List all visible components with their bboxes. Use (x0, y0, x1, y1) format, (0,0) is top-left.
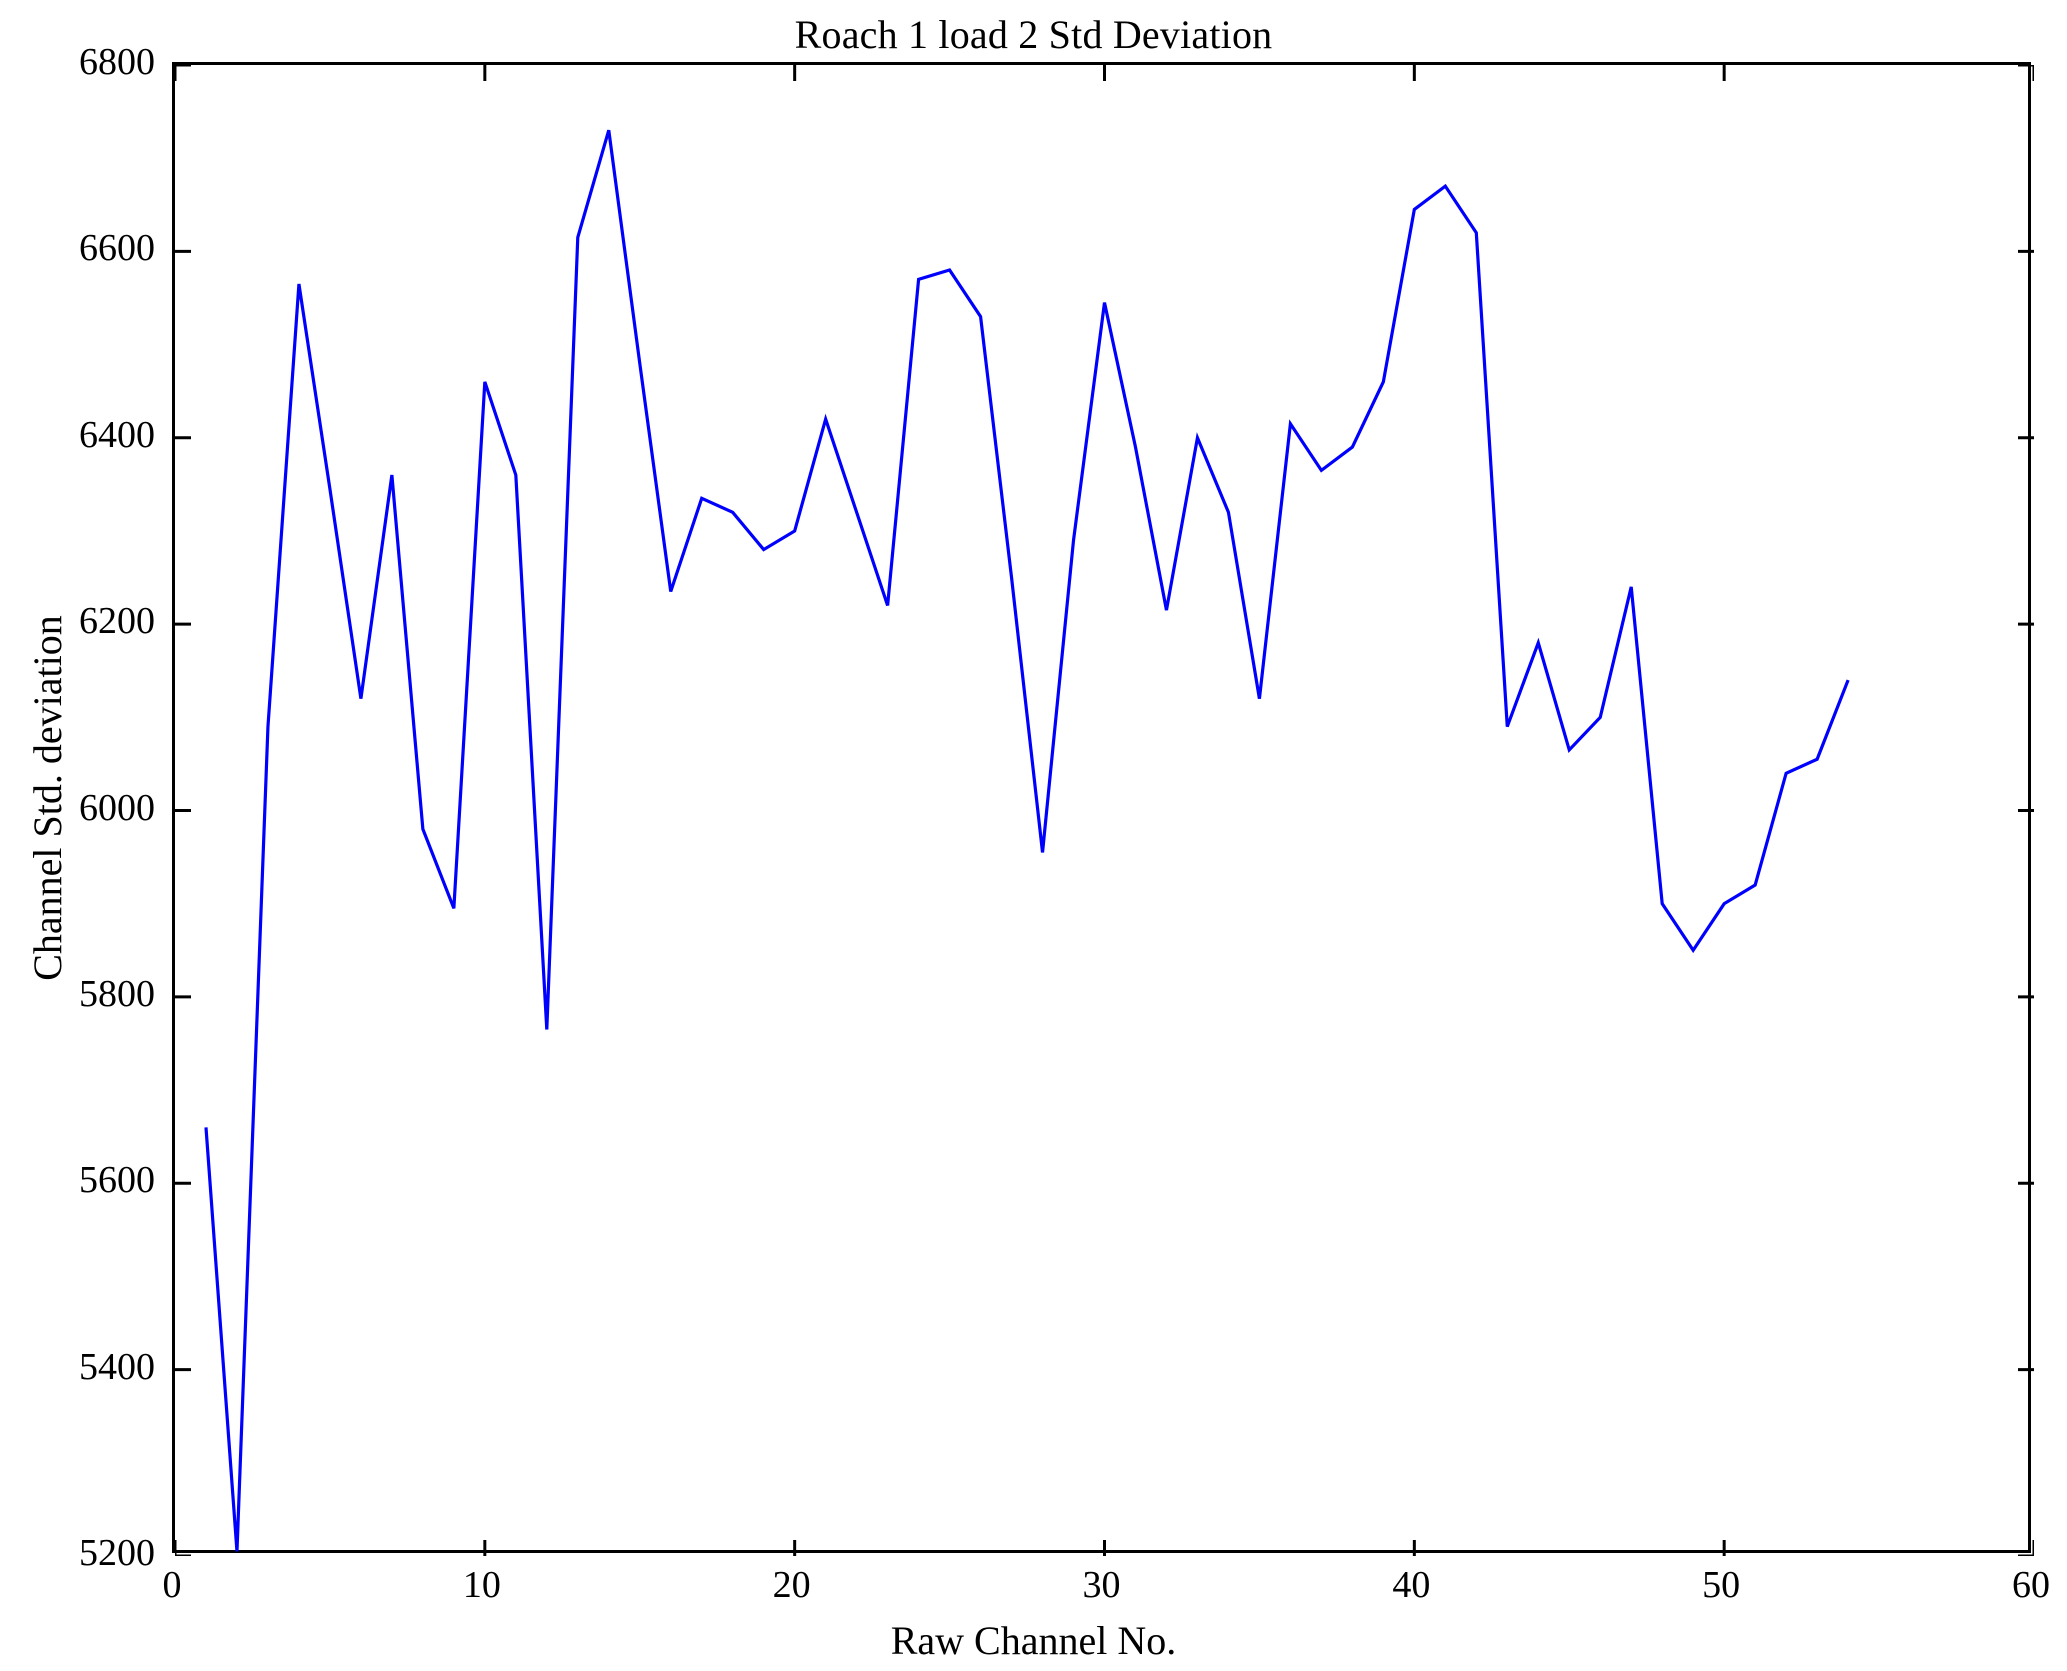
chart-title: Roach 1 load 2 Std Deviation (794, 12, 1273, 57)
data-series-line (204, 129, 1850, 1552)
y-tick-label: 6400 (79, 413, 155, 456)
x-tick-label: 30 (1082, 1564, 1121, 1606)
x-tick-label: 20 (772, 1564, 811, 1606)
x-tick-label: 40 (1392, 1564, 1431, 1606)
x-tick-label: 0 (162, 1564, 182, 1606)
y-tick-label: 6200 (79, 600, 155, 643)
y-tick-label: 5400 (79, 1345, 155, 1388)
axis-ticks (175, 65, 2034, 1556)
y-axis-label: Channel Std. deviation (25, 615, 70, 981)
y-axis-tick-labels: 5200 5400 5600 5800 6000 6200 6400 6600 6800 (0, 0, 155, 1671)
y-tick-label: 6000 (79, 786, 155, 829)
plot-area (172, 62, 2034, 1556)
y-tick-label: 5800 (79, 972, 155, 1015)
x-axis-tick-labels: 0 10 20 30 40 50 60 (0, 1566, 2067, 1616)
x-tick-label: 60 (2012, 1564, 2050, 1606)
x-axis-label: Raw Channel No. (890, 1618, 1177, 1663)
y-tick-label: 6800 (79, 41, 155, 83)
x-tick-label: 10 (462, 1564, 501, 1606)
x-tick-label: 50 (1702, 1564, 1741, 1606)
y-tick-label: 5600 (79, 1159, 155, 1202)
y-tick-label: 6600 (79, 227, 155, 270)
y-tick-label: 5200 (79, 1532, 155, 1574)
plot-svg (175, 65, 2034, 1556)
